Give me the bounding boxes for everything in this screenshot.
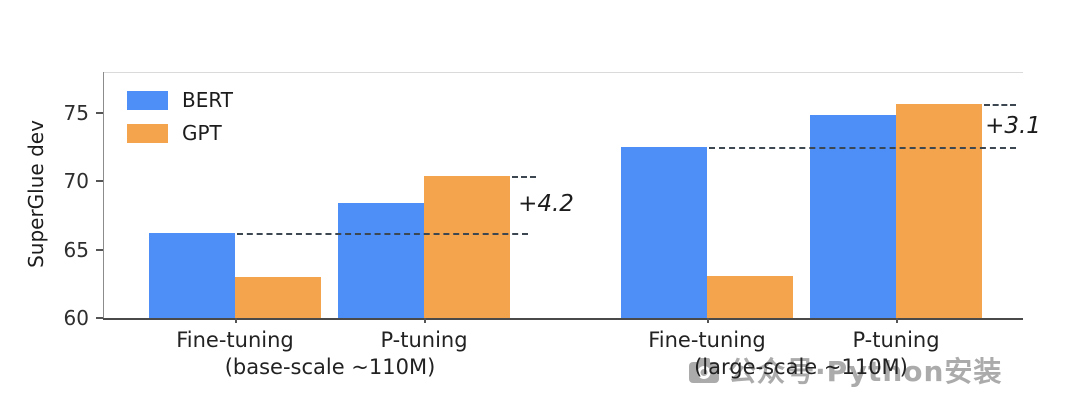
x-tick-label: P-tuning: [380, 328, 468, 352]
y-tick-mark: [96, 248, 103, 251]
y-axis-line: [103, 72, 104, 318]
y-tick-label: 60: [63, 306, 89, 330]
bar-bert-0: [149, 233, 235, 318]
watermark-text: 公众号·Python安装: [728, 355, 1003, 388]
x-tick-mark: [424, 318, 426, 323]
x-tick-label: Fine-tuning: [176, 328, 294, 352]
legend-label-bert: BERT: [182, 88, 234, 112]
camera-icon: [688, 357, 720, 384]
gain-top-dash: [984, 104, 1016, 107]
bar-bert-1: [338, 202, 424, 318]
x-tick-mark: [707, 318, 709, 323]
x-tick-mark: [896, 318, 898, 323]
watermark: 公众号·Python安装: [688, 350, 1002, 390]
bar-gpt-1: [424, 175, 510, 318]
bar-bert-2: [621, 146, 707, 318]
x-tick-label: Fine-tuning: [648, 328, 766, 352]
bar-gpt-3: [896, 104, 982, 318]
y-tick-mark: [96, 111, 103, 114]
y-tick-label: 75: [63, 100, 89, 125]
x-axis-line: [103, 318, 1023, 320]
gain-annotation: +4.2: [518, 191, 574, 218]
legend-label-gpt: GPT: [182, 121, 222, 145]
gain-annotation: +3.1: [985, 112, 1041, 139]
x-tick-sublabel: (large-scale ~110M): [694, 355, 908, 379]
y-tick-mark: [96, 180, 103, 182]
top-spine: [103, 72, 1023, 73]
x-tick-sublabel: (base-scale ~110M): [224, 355, 436, 379]
gain-baseline-dash: [237, 233, 528, 236]
y-axis-label: SuperGlue dev: [24, 120, 48, 268]
legend-swatch-bert: [127, 91, 168, 110]
gain-baseline-dash: [709, 146, 1016, 149]
x-tick-label: P-tuning: [852, 328, 940, 352]
y-tick-label: 65: [63, 237, 89, 262]
gain-top-dash: [512, 175, 536, 178]
x-tick-mark: [235, 318, 237, 323]
bar-gpt-2: [707, 275, 793, 318]
y-tick-label: 70: [63, 169, 89, 193]
y-tick-mark: [96, 317, 103, 319]
legend-swatch-gpt: [127, 124, 168, 143]
bar-gpt-0: [235, 276, 321, 318]
bar-bert-3: [810, 115, 896, 318]
